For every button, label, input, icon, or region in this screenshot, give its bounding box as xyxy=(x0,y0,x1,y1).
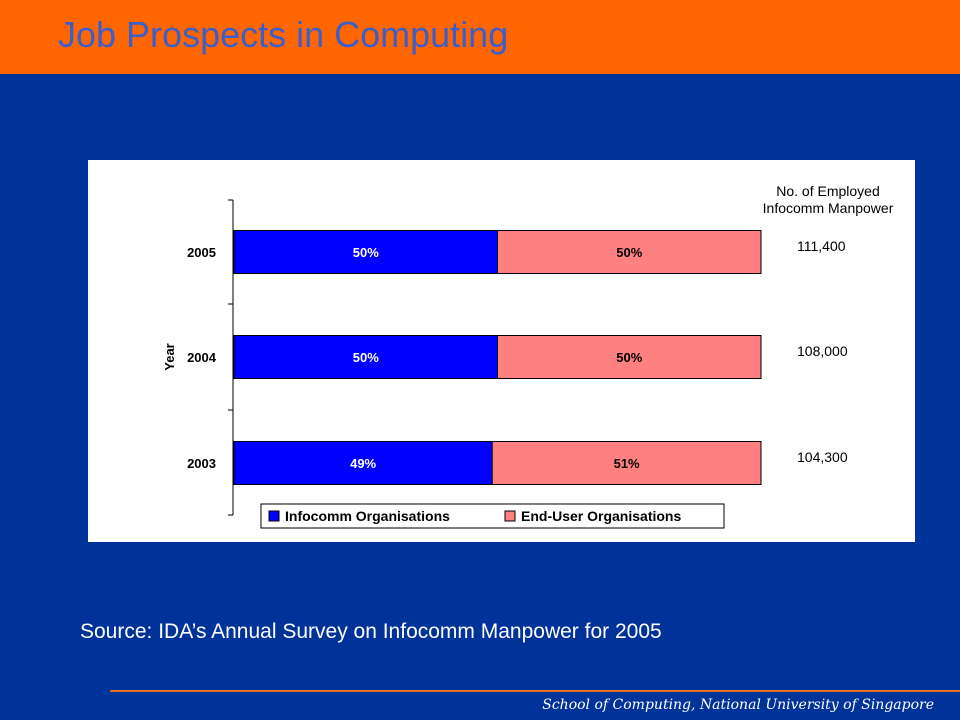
legend-label: Infocomm Organisations xyxy=(285,508,450,524)
data-label: 51% xyxy=(614,456,640,471)
side-header-line: Infocomm Manpower xyxy=(763,200,894,216)
source-caption: Source: IDA’s Annual Survey on Infocomm … xyxy=(80,620,662,643)
chart-panel: Year No. of Employed Infocomm Manpower 2005… xyxy=(88,160,915,542)
title-bar: Job Prospects in Computing xyxy=(0,0,960,74)
side-header-line: No. of Employed xyxy=(776,183,880,199)
y-tick-label: 2004 xyxy=(187,350,217,365)
side-value: 111,400 xyxy=(797,238,846,254)
y-axis-label: Year xyxy=(162,343,177,370)
side-value: 104,300 xyxy=(797,449,848,465)
legend-label: End-User Organisations xyxy=(521,508,681,524)
legend-swatch xyxy=(268,510,280,522)
bar-segment xyxy=(497,335,762,379)
legend-swatch xyxy=(504,510,516,522)
data-label: 50% xyxy=(353,350,379,365)
data-label: 50% xyxy=(616,245,642,260)
side-value: 108,000 xyxy=(797,343,848,359)
data-label: 50% xyxy=(353,245,379,260)
y-tick-label: 2005 xyxy=(187,245,216,260)
y-tick-label: 2003 xyxy=(187,456,216,471)
data-label: 49% xyxy=(350,456,376,471)
footer-institution: School of Computing, National University… xyxy=(542,697,934,713)
data-label: 50% xyxy=(616,350,642,365)
legend-box xyxy=(260,503,725,529)
bar-segment xyxy=(233,230,498,274)
bar-segment xyxy=(233,441,493,485)
bar-segment xyxy=(233,335,498,379)
bar-segment xyxy=(491,441,762,485)
bar-segment xyxy=(497,230,762,274)
footer-divider xyxy=(110,690,960,692)
slide-title: Job Prospects in Computing xyxy=(58,14,509,55)
